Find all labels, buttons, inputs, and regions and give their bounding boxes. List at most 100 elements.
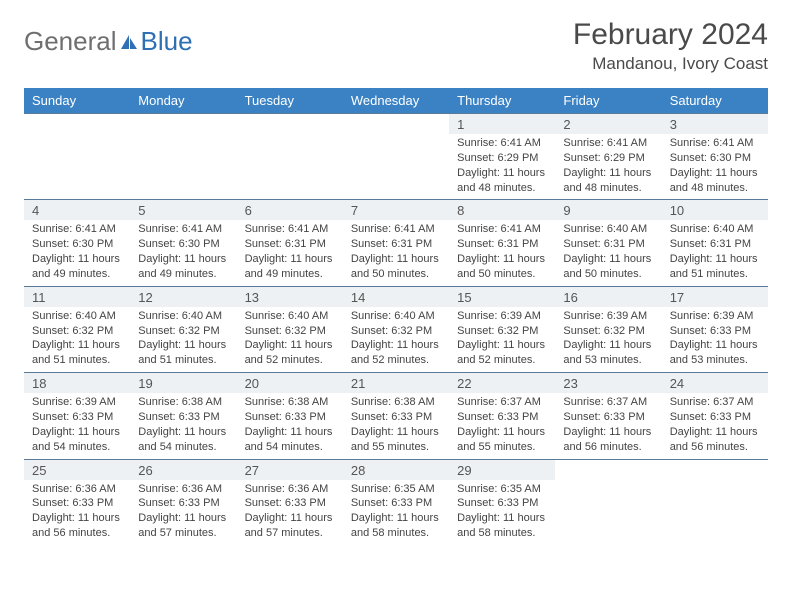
calendar-cell: 26Sunrise: 6:36 AMSunset: 6:33 PMDayligh… — [130, 459, 236, 545]
calendar-cell: 11Sunrise: 6:40 AMSunset: 6:32 PMDayligh… — [24, 286, 130, 372]
calendar-cell: 6Sunrise: 6:41 AMSunset: 6:31 PMDaylight… — [237, 200, 343, 286]
day-number: 24 — [662, 373, 768, 393]
daylight-text: Daylight: 11 hours and 52 minutes. — [351, 338, 441, 368]
day-info: Sunrise: 6:35 AMSunset: 6:33 PMDaylight:… — [449, 480, 555, 545]
day-number: 23 — [555, 373, 661, 393]
calendar-cell: 15Sunrise: 6:39 AMSunset: 6:32 PMDayligh… — [449, 286, 555, 372]
day-number: 28 — [343, 460, 449, 480]
calendar-cell: 7Sunrise: 6:41 AMSunset: 6:31 PMDaylight… — [343, 200, 449, 286]
daylight-text: Daylight: 11 hours and 48 minutes. — [563, 166, 653, 196]
sunrise-text: Sunrise: 6:35 AM — [457, 482, 547, 497]
sunrise-text: Sunrise: 6:40 AM — [670, 222, 760, 237]
sunrise-text: Sunrise: 6:40 AM — [351, 309, 441, 324]
calendar-cell: 4Sunrise: 6:41 AMSunset: 6:30 PMDaylight… — [24, 200, 130, 286]
sunset-text: Sunset: 6:31 PM — [245, 237, 335, 252]
sunset-text: Sunset: 6:31 PM — [670, 237, 760, 252]
calendar-cell: 1Sunrise: 6:41 AMSunset: 6:29 PMDaylight… — [449, 114, 555, 200]
sunrise-text: Sunrise: 6:39 AM — [670, 309, 760, 324]
sunset-text: Sunset: 6:29 PM — [457, 151, 547, 166]
day-number: 5 — [130, 200, 236, 220]
sunrise-text: Sunrise: 6:41 AM — [457, 222, 547, 237]
day-info: Sunrise: 6:41 AMSunset: 6:30 PMDaylight:… — [130, 220, 236, 285]
sunrise-text: Sunrise: 6:40 AM — [563, 222, 653, 237]
daylight-text: Daylight: 11 hours and 51 minutes. — [670, 252, 760, 282]
sunrise-text: Sunrise: 6:39 AM — [563, 309, 653, 324]
calendar-cell: 2Sunrise: 6:41 AMSunset: 6:29 PMDaylight… — [555, 114, 661, 200]
day-number: 21 — [343, 373, 449, 393]
calendar-cell: 20Sunrise: 6:38 AMSunset: 6:33 PMDayligh… — [237, 373, 343, 459]
sail-icon — [119, 33, 139, 51]
sunrise-text: Sunrise: 6:38 AM — [351, 395, 441, 410]
daylight-text: Daylight: 11 hours and 53 minutes. — [563, 338, 653, 368]
day-header: Sunday — [24, 88, 130, 114]
day-info: Sunrise: 6:41 AMSunset: 6:30 PMDaylight:… — [24, 220, 130, 285]
day-number: 4 — [24, 200, 130, 220]
calendar-cell — [662, 459, 768, 545]
calendar-cell: 12Sunrise: 6:40 AMSunset: 6:32 PMDayligh… — [130, 286, 236, 372]
day-info: Sunrise: 6:40 AMSunset: 6:32 PMDaylight:… — [130, 307, 236, 372]
day-header: Saturday — [662, 88, 768, 114]
daylight-text: Daylight: 11 hours and 48 minutes. — [457, 166, 547, 196]
title-block: February 2024 Mandanou, Ivory Coast — [573, 18, 768, 74]
brand-logo: General Blue — [24, 18, 193, 57]
daylight-text: Daylight: 11 hours and 56 minutes. — [563, 425, 653, 455]
sunset-text: Sunset: 6:32 PM — [245, 324, 335, 339]
day-info: Sunrise: 6:35 AMSunset: 6:33 PMDaylight:… — [343, 480, 449, 545]
location: Mandanou, Ivory Coast — [573, 54, 768, 74]
sunrise-text: Sunrise: 6:35 AM — [351, 482, 441, 497]
calendar-cell — [130, 114, 236, 200]
day-number: 1 — [449, 114, 555, 134]
sunset-text: Sunset: 6:30 PM — [670, 151, 760, 166]
sunrise-text: Sunrise: 6:37 AM — [457, 395, 547, 410]
day-info: Sunrise: 6:40 AMSunset: 6:32 PMDaylight:… — [237, 307, 343, 372]
day-header: Tuesday — [237, 88, 343, 114]
day-number: 11 — [24, 287, 130, 307]
calendar-week: 1Sunrise: 6:41 AMSunset: 6:29 PMDaylight… — [24, 114, 768, 200]
day-info: Sunrise: 6:37 AMSunset: 6:33 PMDaylight:… — [555, 393, 661, 458]
day-info: Sunrise: 6:36 AMSunset: 6:33 PMDaylight:… — [130, 480, 236, 545]
day-info: Sunrise: 6:38 AMSunset: 6:33 PMDaylight:… — [237, 393, 343, 458]
calendar-cell — [237, 114, 343, 200]
sunrise-text: Sunrise: 6:36 AM — [245, 482, 335, 497]
daylight-text: Daylight: 11 hours and 54 minutes. — [245, 425, 335, 455]
sunrise-text: Sunrise: 6:41 AM — [32, 222, 122, 237]
day-number: 16 — [555, 287, 661, 307]
day-number: 20 — [237, 373, 343, 393]
daylight-text: Daylight: 11 hours and 49 minutes. — [32, 252, 122, 282]
sunrise-text: Sunrise: 6:37 AM — [563, 395, 653, 410]
day-info: Sunrise: 6:37 AMSunset: 6:33 PMDaylight:… — [449, 393, 555, 458]
day-info: Sunrise: 6:38 AMSunset: 6:33 PMDaylight:… — [343, 393, 449, 458]
day-number: 22 — [449, 373, 555, 393]
calendar-cell: 8Sunrise: 6:41 AMSunset: 6:31 PMDaylight… — [449, 200, 555, 286]
sunset-text: Sunset: 6:32 PM — [32, 324, 122, 339]
sunrise-text: Sunrise: 6:40 AM — [32, 309, 122, 324]
daylight-text: Daylight: 11 hours and 50 minutes. — [563, 252, 653, 282]
day-number: 2 — [555, 114, 661, 134]
sunset-text: Sunset: 6:30 PM — [138, 237, 228, 252]
day-number: 26 — [130, 460, 236, 480]
calendar-cell: 3Sunrise: 6:41 AMSunset: 6:30 PMDaylight… — [662, 114, 768, 200]
calendar-cell: 21Sunrise: 6:38 AMSunset: 6:33 PMDayligh… — [343, 373, 449, 459]
day-number: 8 — [449, 200, 555, 220]
calendar-cell: 14Sunrise: 6:40 AMSunset: 6:32 PMDayligh… — [343, 286, 449, 372]
sunrise-text: Sunrise: 6:39 AM — [457, 309, 547, 324]
calendar-cell: 17Sunrise: 6:39 AMSunset: 6:33 PMDayligh… — [662, 286, 768, 372]
sunrise-text: Sunrise: 6:36 AM — [32, 482, 122, 497]
calendar-cell: 28Sunrise: 6:35 AMSunset: 6:33 PMDayligh… — [343, 459, 449, 545]
daylight-text: Daylight: 11 hours and 55 minutes. — [351, 425, 441, 455]
day-info: Sunrise: 6:39 AMSunset: 6:32 PMDaylight:… — [449, 307, 555, 372]
sunset-text: Sunset: 6:33 PM — [138, 496, 228, 511]
day-number: 19 — [130, 373, 236, 393]
calendar-cell — [555, 459, 661, 545]
calendar-cell: 27Sunrise: 6:36 AMSunset: 6:33 PMDayligh… — [237, 459, 343, 545]
calendar-cell: 13Sunrise: 6:40 AMSunset: 6:32 PMDayligh… — [237, 286, 343, 372]
calendar-table: Sunday Monday Tuesday Wednesday Thursday… — [24, 88, 768, 545]
daylight-text: Daylight: 11 hours and 55 minutes. — [457, 425, 547, 455]
page-header: General Blue February 2024 Mandanou, Ivo… — [24, 18, 768, 74]
calendar-week: 18Sunrise: 6:39 AMSunset: 6:33 PMDayligh… — [24, 373, 768, 459]
sunrise-text: Sunrise: 6:40 AM — [245, 309, 335, 324]
day-number: 7 — [343, 200, 449, 220]
daylight-text: Daylight: 11 hours and 50 minutes. — [351, 252, 441, 282]
sunset-text: Sunset: 6:31 PM — [563, 237, 653, 252]
calendar-cell: 24Sunrise: 6:37 AMSunset: 6:33 PMDayligh… — [662, 373, 768, 459]
